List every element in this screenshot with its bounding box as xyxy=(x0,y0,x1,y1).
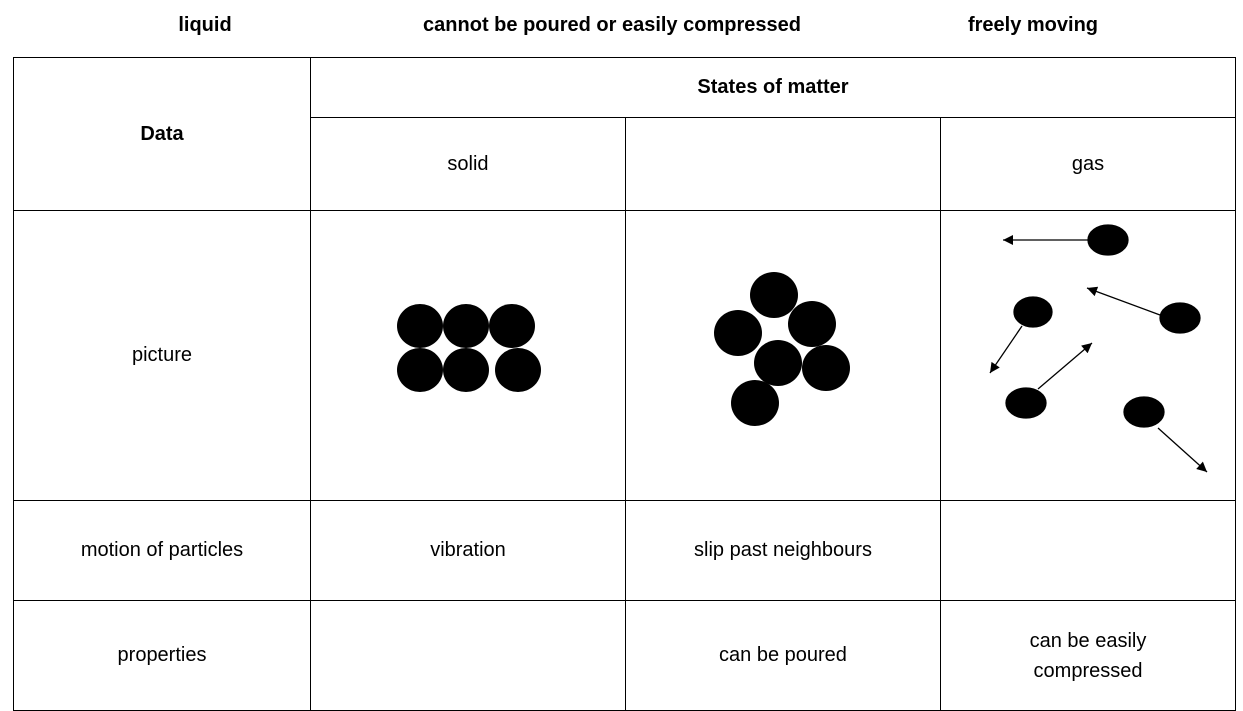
word-bank-item: freely moving xyxy=(967,14,1099,36)
picture-cell xyxy=(940,210,1236,501)
row-label: properties xyxy=(13,600,311,711)
word-bank-item: cannot be poured or easily compressed xyxy=(423,14,801,36)
cell-text: can be easily compressed xyxy=(1029,629,1147,682)
picture-cell xyxy=(310,210,626,501)
cell xyxy=(940,500,1236,601)
column-header xyxy=(625,117,941,211)
column-header: solid xyxy=(310,117,626,211)
cell xyxy=(310,600,626,711)
cell: slip past neighbours xyxy=(625,500,941,601)
word-bank-item: liquid xyxy=(178,14,232,36)
group-header: States of matter xyxy=(310,57,1236,118)
corner-cell: Data xyxy=(13,57,311,211)
cell: vibration xyxy=(310,500,626,601)
row-label: picture xyxy=(13,210,311,501)
column-header: gas xyxy=(940,117,1236,211)
cell: can be easily compressed xyxy=(940,600,1236,711)
states-table: Data States of matter solid gas picture … xyxy=(13,57,1236,711)
picture-cell xyxy=(625,210,941,501)
row-label: motion of particles xyxy=(13,500,311,601)
cell: can be poured xyxy=(625,600,941,711)
